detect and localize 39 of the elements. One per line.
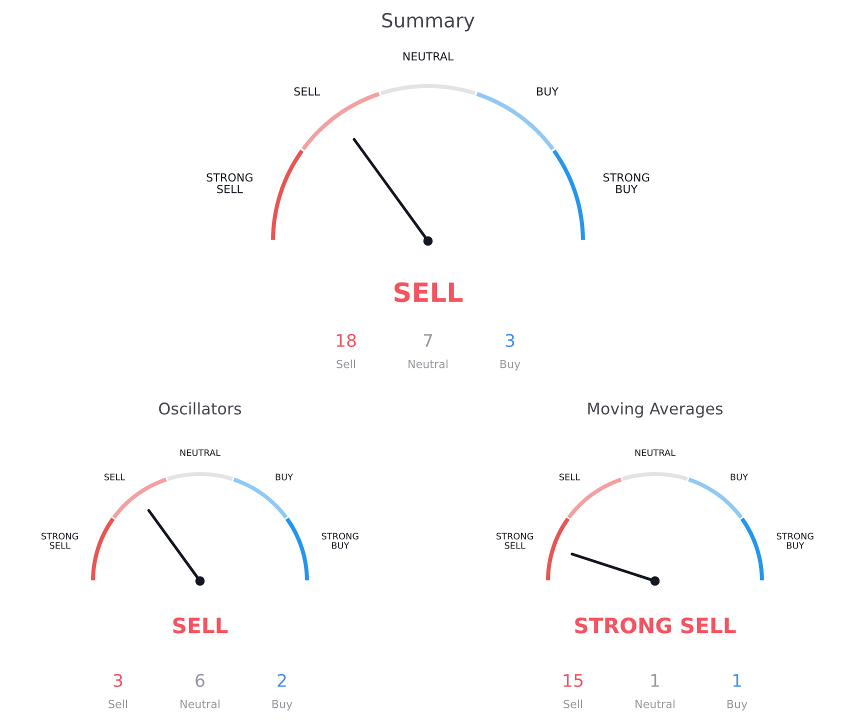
slice-label: SELL [104, 474, 125, 480]
text: 1 [651, 674, 659, 687]
slice-label: SELL [294, 87, 320, 96]
text: 7 [424, 334, 432, 347]
text: Sell [564, 700, 582, 708]
slice-label: BUY [730, 474, 748, 480]
slice-label: BUY [276, 474, 294, 480]
text: 18 [336, 334, 356, 348]
text: Neutral [408, 360, 448, 368]
slice-label: STRONG BUY [603, 173, 650, 194]
text: Sell [108, 700, 127, 708]
text: 15 [564, 674, 583, 688]
text: 3 [506, 334, 514, 348]
text: Sell [336, 360, 355, 368]
text: Buy [500, 360, 520, 370]
slice-label: STRONG BUY [776, 532, 814, 549]
slice-label: STRONG SELL [206, 173, 252, 194]
text: Neutral [636, 700, 674, 708]
text: 3 [114, 674, 122, 688]
text: 2 [278, 674, 286, 687]
chart-title: Summary [382, 12, 474, 32]
slice-label: STRONG SELL [496, 532, 533, 549]
text: STRONG SELL [575, 618, 736, 634]
text: Neutral [180, 700, 220, 708]
chart-title: Oscillators [159, 402, 242, 415]
slice-label: SELL [559, 474, 580, 480]
text: SELL [173, 618, 228, 634]
chart-title: Moving Averages [588, 402, 723, 418]
text: SELL [394, 282, 463, 302]
slice-label: STRONG BUY [322, 532, 358, 549]
text: 1 [733, 674, 741, 687]
text: 6 [196, 674, 204, 688]
slice-label: BUY [537, 87, 559, 96]
text: Buy [727, 700, 748, 710]
slice-label: NEUTRAL [635, 449, 676, 456]
slice-label: NEUTRAL [403, 52, 454, 61]
slice-label: NEUTRAL [180, 449, 220, 456]
text: Buy [272, 700, 292, 710]
slice-label: STRONG SELL [42, 532, 78, 549]
